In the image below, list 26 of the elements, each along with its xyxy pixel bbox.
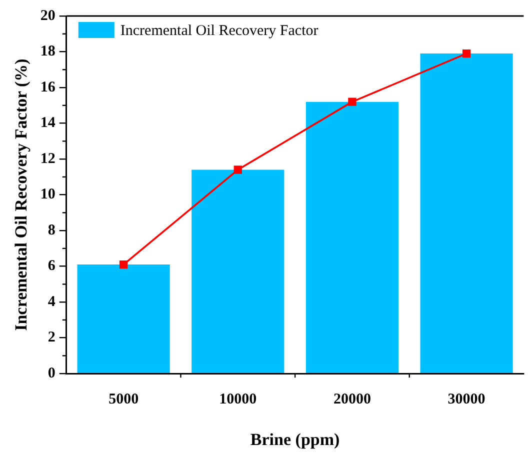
point [462, 49, 471, 58]
y-tick-label: 10 [40, 186, 56, 203]
x-tick-label: 10000 [219, 391, 257, 408]
bar [420, 54, 513, 373]
x-tick-label: 30000 [448, 391, 486, 408]
y-tick-label: 16 [40, 79, 56, 96]
point [119, 260, 128, 269]
legend-label: Incremental Oil Recovery Factor [120, 22, 318, 39]
point [348, 98, 356, 106]
x-tick-label: 5000 [108, 391, 139, 408]
x-axis-title: Brine (ppm) [250, 430, 340, 450]
y-tick-label: 18 [40, 44, 56, 60]
y-tick-label: 8 [48, 222, 56, 238]
y-tick-label: 4 [48, 294, 56, 310]
y-tick-label: 14 [40, 115, 56, 132]
y-tick-label: 6 [48, 258, 56, 274]
bar [306, 102, 399, 373]
y-axis-title: Incremental Oil Recovery Factor (%) [12, 58, 31, 331]
point [234, 166, 242, 174]
y-tick-label: 12 [40, 150, 56, 167]
y-tick-label: 0 [48, 365, 56, 382]
bar [192, 170, 284, 373]
y-tick-label: 20 [40, 8, 56, 24]
x-tick-label: 20000 [333, 391, 371, 408]
y-tick-label: 2 [48, 330, 56, 346]
bar [77, 264, 170, 373]
